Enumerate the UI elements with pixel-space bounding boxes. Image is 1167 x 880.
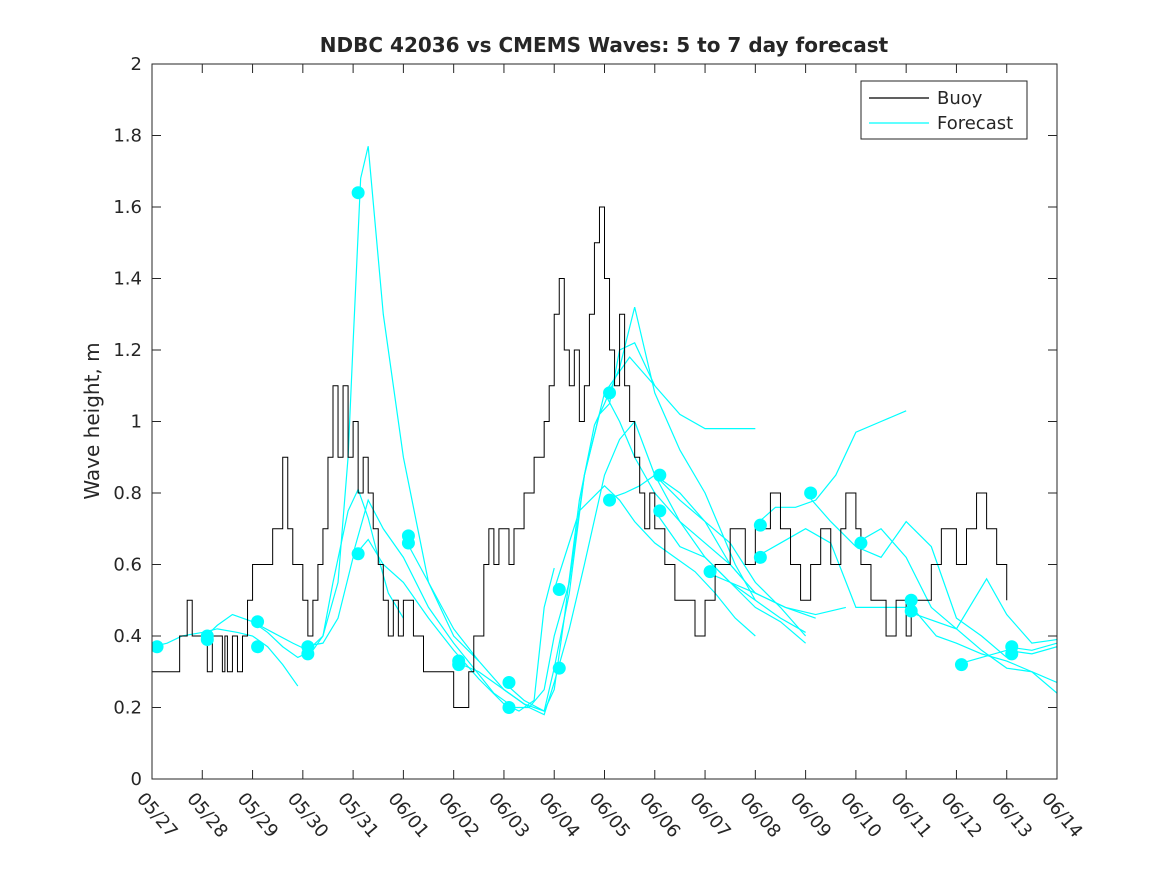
- forecast-marker: [200, 633, 214, 647]
- forecast-marker: [301, 647, 315, 661]
- forecast-line-10: [604, 474, 756, 594]
- forecast-line-18: [905, 599, 1057, 694]
- x-tick-label: 05/31: [333, 789, 382, 842]
- y-tick-label: 1.2: [113, 340, 142, 361]
- forecast-marker: [804, 486, 818, 500]
- forecast-marker: [753, 550, 767, 564]
- x-tick-label: 06/13: [987, 789, 1036, 842]
- y-tick-label: 1.8: [113, 126, 142, 147]
- y-tick-label: 0.6: [113, 555, 142, 576]
- forecast-marker: [954, 658, 968, 672]
- forecast-marker: [753, 518, 767, 532]
- plot-series-group: [152, 146, 1057, 716]
- forecast-line-0: [152, 628, 299, 687]
- forecast-marker: [401, 536, 415, 550]
- forecast-marker: [603, 386, 617, 400]
- x-tick-label: 06/04: [534, 789, 583, 842]
- y-tick-label: 0.4: [113, 626, 142, 647]
- y-tick-label: 1: [131, 412, 142, 433]
- x-tick-label: 06/11: [886, 789, 935, 842]
- x-tick-label: 06/02: [434, 789, 483, 842]
- x-tick-label: 05/27: [132, 789, 181, 842]
- forecast-marker: [552, 583, 566, 597]
- forecast-marker: [1005, 647, 1019, 661]
- forecast-line-14: [754, 410, 907, 526]
- legend-label-buoy: Buoy: [937, 88, 983, 109]
- x-tick-label: 06/06: [635, 789, 684, 842]
- forecast-marker: [703, 565, 717, 579]
- forecast-marker: [502, 701, 516, 714]
- forecast-line-7: [503, 391, 816, 712]
- forecast-marker: [251, 615, 265, 629]
- x-tick-label: 06/01: [384, 789, 433, 842]
- forecast-marker: [904, 604, 918, 618]
- forecast-marker: [603, 493, 617, 507]
- legend-label-forecast: Forecast: [937, 113, 1013, 134]
- forecast-marker: [502, 675, 516, 689]
- plot-area: [152, 146, 1057, 716]
- y-tick-label: 1.6: [113, 197, 142, 218]
- forecast-line-8: [553, 485, 756, 637]
- x-tick-label: 06/07: [685, 789, 734, 842]
- x-tick-label: 06/10: [836, 789, 885, 842]
- x-tick-label: 06/05: [585, 789, 634, 842]
- forecast-marker: [351, 547, 365, 561]
- legend: Buoy Forecast: [860, 80, 1028, 140]
- forecast-line-2: [252, 146, 480, 662]
- forecast-line-1: [201, 487, 404, 659]
- forecast-marker: [854, 536, 868, 550]
- forecast-marker: [452, 658, 466, 672]
- x-tick-label: 06/08: [735, 789, 784, 842]
- buoy-line: [152, 206, 1008, 708]
- forecast-line-19: [905, 577, 1057, 644]
- forecast-marker: [904, 593, 918, 607]
- x-tick-label: 06/09: [786, 789, 835, 842]
- x-tick-label: 05/28: [182, 789, 231, 842]
- y-tick-label: 2: [131, 54, 142, 75]
- x-tick-label: 06/14: [1037, 789, 1086, 842]
- x-tick-label: 05/30: [283, 789, 332, 842]
- y-tick-label: 0.8: [113, 483, 142, 504]
- forecast-line-3: [302, 538, 555, 712]
- y-tick-label: 0.2: [113, 698, 142, 719]
- y-tick-label: 1.4: [113, 269, 142, 290]
- forecast-marker: [251, 640, 265, 654]
- legend-box: [860, 80, 1028, 140]
- forecast-line-6: [453, 420, 846, 716]
- x-tick-label: 06/03: [484, 789, 533, 842]
- forecast-marker: [653, 468, 667, 482]
- y-axis-label: Wave height, m: [80, 342, 104, 499]
- forecast-line-9: [604, 356, 756, 430]
- forecast-marker: [653, 504, 667, 518]
- forecast-marker: [351, 186, 365, 200]
- forecast-marker: [552, 661, 566, 675]
- forecast-line-13: [704, 571, 806, 633]
- x-tick-label: 05/29: [233, 789, 282, 842]
- forecast-marker: [152, 640, 164, 654]
- chart-title: NDBC 42036 vs CMEMS Waves: 5 to 7 day fo…: [320, 33, 889, 57]
- x-tick-label: 06/12: [937, 789, 986, 842]
- forecast-line-16: [805, 492, 1008, 658]
- y-tick-label: 0: [131, 769, 142, 790]
